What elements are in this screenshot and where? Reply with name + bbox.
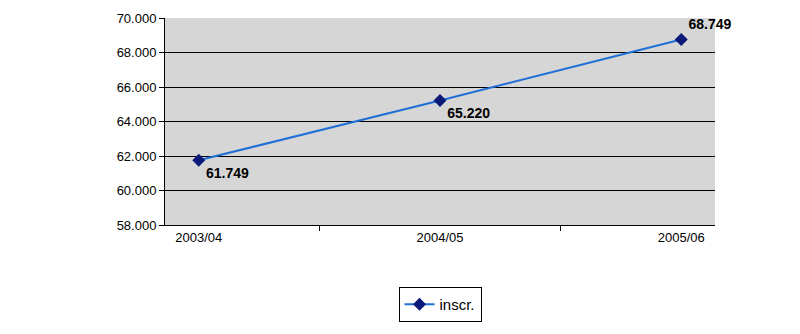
svg-text:65.220: 65.220 (447, 105, 490, 121)
svg-text:62.000: 62.000 (117, 149, 157, 164)
svg-text:60.000: 60.000 (117, 183, 157, 198)
svg-text:64.000: 64.000 (117, 114, 157, 129)
svg-text:68.000: 68.000 (117, 45, 157, 60)
svg-text:2004/05: 2004/05 (417, 230, 464, 245)
svg-text:2003/04: 2003/04 (175, 230, 222, 245)
svg-text:58.000: 58.000 (117, 218, 157, 233)
svg-text:68.749: 68.749 (689, 16, 732, 32)
svg-text:66.000: 66.000 (117, 80, 157, 95)
svg-text:61.749: 61.749 (206, 165, 249, 181)
svg-text:70.000: 70.000 (117, 11, 157, 26)
svg-text:2005/06: 2005/06 (658, 230, 705, 245)
svg-text:inscr.: inscr. (440, 296, 475, 313)
